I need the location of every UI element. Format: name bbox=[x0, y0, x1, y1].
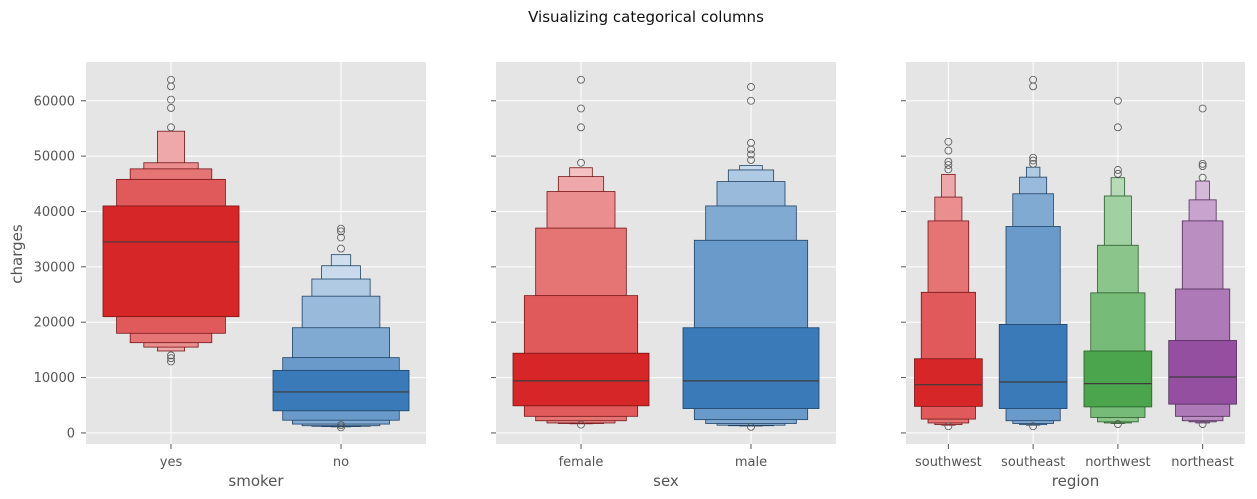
outlier-point bbox=[944, 422, 953, 431]
outlier-point bbox=[577, 75, 585, 84]
outlier-point bbox=[167, 104, 175, 112]
outlier-point bbox=[167, 357, 175, 366]
outlier-point bbox=[747, 138, 755, 147]
panel-smoker: 0 10000 20000 30000 40000 50000 60000 yes no smok… bbox=[34, 62, 426, 490]
figure-title: Visualizing categorical columns bbox=[528, 8, 764, 26]
outlier-point bbox=[944, 161, 953, 169]
panel-region: southwest southeast northwest northeast regi… bbox=[901, 62, 1245, 490]
x-tick-label: no bbox=[333, 455, 349, 470]
outlier-point bbox=[1198, 104, 1207, 113]
x-axis-label: smoker bbox=[228, 472, 284, 490]
boxen-yes bbox=[102, 75, 240, 366]
x-axis-label: sex bbox=[653, 472, 679, 490]
outlier-point bbox=[1113, 123, 1122, 132]
outlier-point bbox=[1113, 169, 1122, 178]
boxen-level-box bbox=[512, 352, 650, 407]
outlier-point bbox=[1029, 156, 1038, 165]
outlier-point bbox=[577, 104, 585, 113]
x-tick-label: southeast bbox=[1001, 455, 1065, 470]
outlier-point bbox=[167, 354, 175, 363]
outlier-point bbox=[1113, 166, 1122, 174]
outlier-point bbox=[577, 123, 585, 132]
outlier-point bbox=[577, 420, 585, 429]
outlier-point bbox=[747, 96, 755, 105]
chart-panels: 0 10000 20000 30000 40000 50000 60000 yes no smok… bbox=[34, 62, 1245, 490]
outlier-point bbox=[167, 95, 175, 104]
outlier-point bbox=[747, 422, 755, 431]
boxen-level-box bbox=[272, 369, 410, 412]
x-tick-label: female bbox=[559, 455, 604, 470]
y-tick-label: 40000 bbox=[34, 205, 75, 220]
outlier-point bbox=[337, 233, 345, 242]
outlier-point bbox=[337, 224, 345, 233]
outlier-point bbox=[1113, 420, 1122, 428]
outlier-point bbox=[944, 137, 953, 146]
boxen-southeast bbox=[998, 75, 1068, 431]
boxen-level-box bbox=[102, 205, 240, 318]
x-tick-label: northeast bbox=[1171, 455, 1234, 470]
y-tick-label: 60000 bbox=[34, 94, 75, 109]
boxen-northeast bbox=[1168, 104, 1237, 428]
y-tick-label: 20000 bbox=[34, 316, 75, 331]
outlier-point bbox=[1029, 422, 1038, 431]
y-tick-label: 50000 bbox=[34, 150, 75, 165]
outlier-point bbox=[1198, 159, 1207, 168]
outlier-point bbox=[747, 156, 755, 164]
boxen-level-box bbox=[1083, 350, 1153, 408]
outlier-point bbox=[337, 244, 345, 253]
boxen-northwest bbox=[1083, 96, 1153, 428]
outlier-point bbox=[577, 158, 585, 167]
y-tick-label: 30000 bbox=[34, 260, 75, 275]
outlier-point bbox=[1198, 420, 1207, 428]
x-axis-label: region bbox=[1052, 472, 1099, 490]
outlier-point bbox=[167, 123, 175, 132]
outlier-point bbox=[1198, 173, 1207, 182]
x-tick-label: yes bbox=[160, 455, 183, 470]
outlier-point bbox=[337, 227, 345, 236]
outlier-point bbox=[1198, 162, 1207, 170]
x-tick-label: northwest bbox=[1085, 455, 1150, 470]
outlier-point bbox=[1029, 153, 1038, 162]
outlier-point bbox=[944, 146, 953, 155]
boxen-male bbox=[682, 83, 820, 431]
outlier-point bbox=[747, 83, 755, 91]
y-tick-label: 0 bbox=[67, 426, 75, 441]
outlier-point bbox=[167, 351, 175, 360]
boxen-female bbox=[512, 75, 650, 429]
outlier-point bbox=[1029, 75, 1038, 84]
boxen-no bbox=[272, 224, 410, 432]
boxen-level-box bbox=[682, 327, 820, 409]
y-tick-label: 10000 bbox=[34, 371, 75, 386]
boxen-level-box bbox=[1168, 340, 1237, 405]
outlier-point bbox=[337, 421, 345, 430]
outlier-point bbox=[1029, 159, 1038, 168]
boxen-level-box bbox=[998, 324, 1068, 409]
x-tick-label: southwest bbox=[915, 455, 982, 470]
outlier-point bbox=[747, 150, 755, 159]
outlier-point bbox=[1113, 96, 1122, 105]
x-tick-label: male bbox=[735, 455, 767, 470]
outlier-point bbox=[167, 75, 175, 84]
panel-sex: female male sex bbox=[491, 62, 836, 490]
outlier-point bbox=[944, 157, 953, 166]
boxen-southwest bbox=[914, 137, 983, 431]
outlier-point bbox=[944, 165, 953, 174]
boxen-level-box bbox=[914, 358, 983, 407]
outlier-point bbox=[337, 423, 345, 432]
y-axis-label: charges bbox=[8, 224, 26, 284]
